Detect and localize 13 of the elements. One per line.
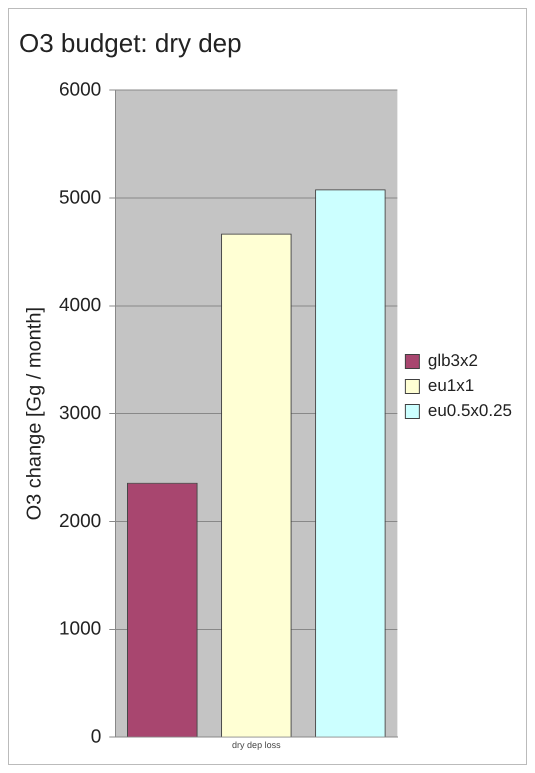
y-tick-label: 2000 bbox=[58, 510, 102, 532]
y-tick-label: 1000 bbox=[58, 618, 102, 640]
y-tick-label: 5000 bbox=[58, 187, 102, 208]
x-tick-label: dry dep loss bbox=[232, 740, 282, 750]
legend-label: eu0.5x0.25 bbox=[428, 401, 512, 420]
y-tick-label: 0 bbox=[90, 726, 102, 748]
chart-title: O3 budget: dry dep bbox=[19, 28, 242, 58]
y-axis-title: O3 change [Gg / month] bbox=[24, 306, 46, 520]
legend-label: eu1x1 bbox=[428, 376, 474, 396]
y-tick-label: 4000 bbox=[58, 295, 102, 316]
y-tick-label: 6000 bbox=[58, 79, 102, 100]
y-tick-label: 3000 bbox=[58, 402, 102, 424]
legend-label: glb3x2 bbox=[428, 351, 478, 370]
